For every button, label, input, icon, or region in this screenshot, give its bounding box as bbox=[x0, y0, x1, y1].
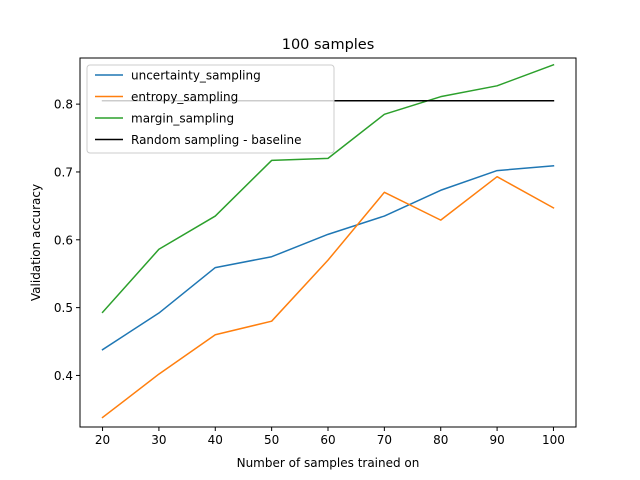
legend: uncertainty_sampling entropy_samplingmarg… bbox=[86, 64, 335, 154]
x-tick-label: 30 bbox=[151, 433, 166, 447]
y-tick-label: 0.5 bbox=[54, 301, 73, 315]
legend-label: Random sampling - baseline bbox=[131, 133, 302, 147]
y-tick-label: 0.8 bbox=[54, 98, 73, 112]
series-line-2 bbox=[101, 63, 555, 314]
legend-box bbox=[86, 64, 335, 154]
y-axis-ticks: 0.4 0.5 0.6 0.7 0.8 bbox=[54, 98, 80, 383]
x-axis-ticks: 20 30 40 50 60 70 80 90 100 bbox=[95, 427, 565, 447]
x-tick-label: 70 bbox=[377, 433, 392, 447]
series-line-1 bbox=[101, 175, 555, 419]
x-tick-label: 80 bbox=[433, 433, 448, 447]
legend-label: uncertainty_sampling bbox=[131, 69, 261, 83]
plot-frame bbox=[79, 57, 577, 428]
y-tick-label: 0.7 bbox=[54, 165, 73, 179]
y-tick-label: 0.4 bbox=[54, 369, 73, 383]
chart-title: 100 samples bbox=[282, 37, 375, 53]
x-tick-label: 50 bbox=[264, 433, 279, 447]
x-tick-label: 40 bbox=[208, 433, 223, 447]
x-tick-label: 90 bbox=[489, 433, 504, 447]
x-axis-label: Number of samples trained on bbox=[237, 456, 420, 470]
y-axis-label: Validation accuracy bbox=[29, 184, 43, 301]
x-tick-label: 60 bbox=[320, 433, 335, 447]
x-tick-label: 20 bbox=[95, 433, 110, 447]
legend-label: entropy_sampling bbox=[131, 90, 238, 104]
legend-label: margin_sampling bbox=[131, 112, 234, 126]
x-tick-label: 100 bbox=[542, 433, 565, 447]
y-tick-label: 0.6 bbox=[54, 233, 73, 247]
series-line-0 bbox=[101, 165, 555, 351]
